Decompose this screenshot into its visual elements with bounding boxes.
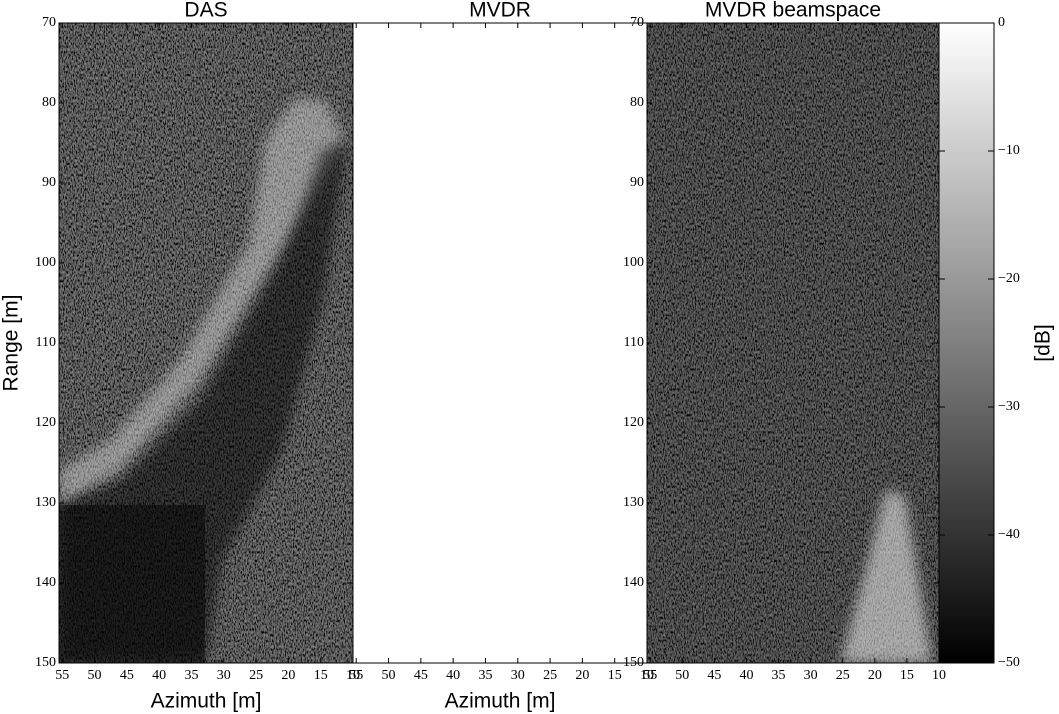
x-tick-label: 35 — [478, 668, 492, 683]
y-tick-label: 150 — [623, 655, 644, 670]
x-tick-label: 35 — [772, 668, 786, 683]
x-tick-label: 45 — [707, 668, 721, 683]
x-tick-label: 30 — [804, 668, 818, 683]
y-tick-label: 120 — [623, 415, 644, 430]
x-tick-label: 20 — [281, 668, 295, 683]
x-tick-label: 55 — [349, 668, 363, 683]
panel-title: DAS — [184, 0, 227, 22]
x-tick-label: 20 — [575, 668, 589, 683]
colorbar-tick-label: −50 — [998, 655, 1020, 670]
y-tick-label: 130 — [35, 495, 56, 510]
colorbar-tick-label: −40 — [998, 527, 1020, 542]
y-tick-label: 130 — [623, 495, 644, 510]
x-tick-label: 50 — [382, 668, 396, 683]
y-tick-label: 80 — [42, 95, 56, 110]
colorbar — [939, 23, 994, 663]
x-axis-label: Azimuth [m] — [445, 690, 556, 713]
x-tick-label: 15 — [900, 668, 914, 683]
axes-frame — [352, 22, 648, 664]
x-tick-label: 30 — [511, 668, 525, 683]
panel-title: MVDR — [469, 0, 531, 22]
x-tick-label: 10 — [932, 668, 946, 683]
y-tick-label: 100 — [623, 255, 644, 270]
colorbar-tick-label: −30 — [998, 399, 1020, 414]
y-axis-label: Range [m] — [0, 295, 23, 392]
y-tick-label: 110 — [624, 335, 644, 350]
colorbar-frame — [938, 22, 995, 664]
x-tick-label: 40 — [446, 668, 460, 683]
y-tick-label: 90 — [42, 175, 56, 190]
y-tick-label: 80 — [630, 95, 644, 110]
y-tick-label: 150 — [35, 655, 56, 670]
x-tick-label: 40 — [152, 668, 166, 683]
colorbar-label: [dB] — [1032, 324, 1055, 361]
x-axis-label: Azimuth [m] — [151, 690, 262, 713]
x-tick-label: 50 — [88, 668, 102, 683]
y-tick-label: 120 — [35, 415, 56, 430]
colorbar-tick-label: −10 — [998, 143, 1020, 158]
y-tick-label: 140 — [623, 575, 644, 590]
x-tick-label: 10 — [346, 668, 360, 683]
y-tick-label: 110 — [36, 335, 56, 350]
x-tick-label: 45 — [414, 668, 428, 683]
y-tick-label: 70 — [42, 15, 56, 30]
x-tick-label: 30 — [217, 668, 231, 683]
x-tick-label: 50 — [675, 668, 689, 683]
x-tick-label: 15 — [314, 668, 328, 683]
x-tick-label: 25 — [543, 668, 557, 683]
x-tick-label: 25 — [836, 668, 850, 683]
das-image — [59, 23, 353, 663]
x-tick-label: 55 — [55, 668, 69, 683]
x-tick-label: 55 — [643, 668, 657, 683]
panel-title: MVDR beamspace — [705, 0, 881, 22]
x-tick-label: 25 — [249, 668, 263, 683]
x-tick-label: 20 — [868, 668, 882, 683]
y-tick-label: 100 — [35, 255, 56, 270]
y-tick-label: 90 — [630, 175, 644, 190]
y-tick-label: 140 — [35, 575, 56, 590]
y-tick-label: 70 — [630, 15, 644, 30]
beamspace-image — [647, 23, 939, 663]
colorbar-tick-label: −20 — [998, 271, 1020, 286]
x-tick-label: 10 — [640, 668, 654, 683]
colorbar-tick-label: 0 — [998, 15, 1005, 30]
x-tick-label: 15 — [608, 668, 622, 683]
x-tick-label: 40 — [739, 668, 753, 683]
x-tick-label: 45 — [120, 668, 134, 683]
x-tick-label: 35 — [184, 668, 198, 683]
